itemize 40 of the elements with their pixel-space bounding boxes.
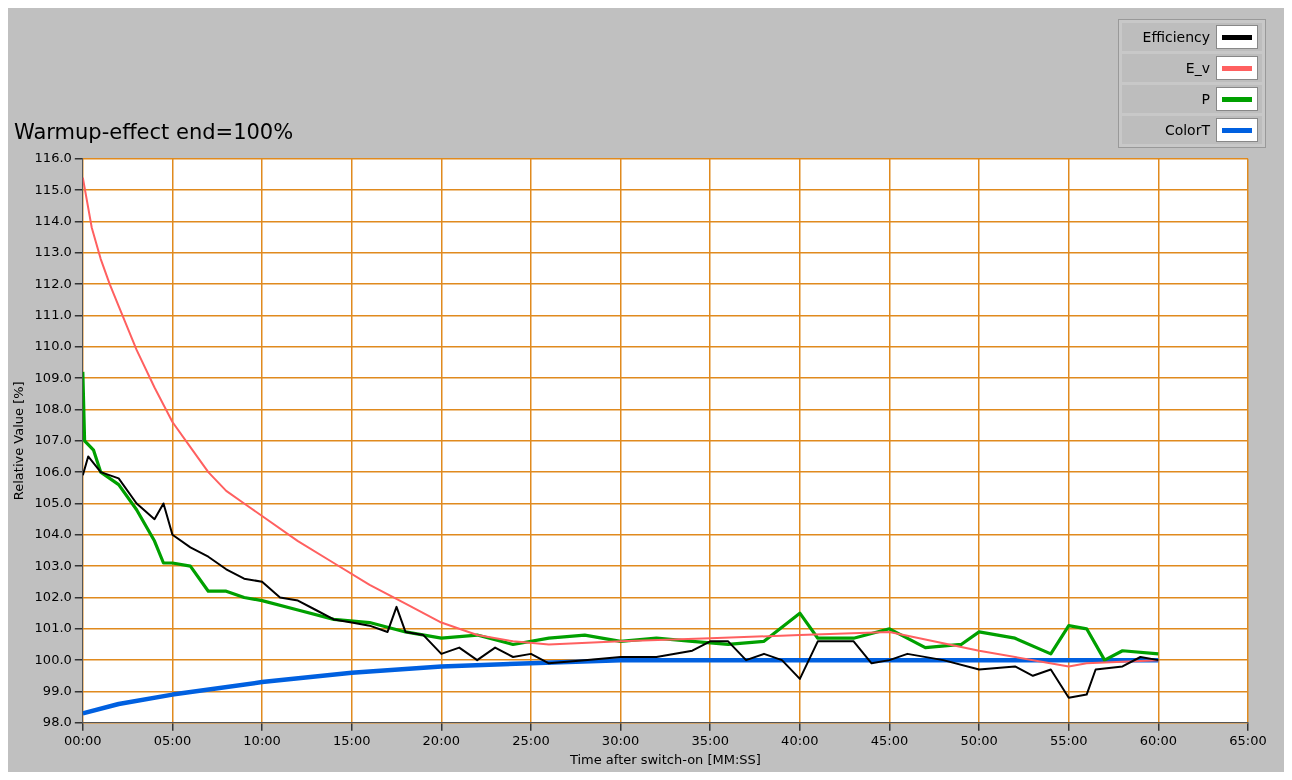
legend-label: P [1200,91,1210,107]
x-tick-label: 35:00 [691,732,729,748]
y-tick-label: 101.0 [34,620,72,636]
x-tick-label: 25:00 [512,732,550,748]
y-tick-label: 105.0 [34,494,72,510]
x-tick-label: 45:00 [870,732,909,748]
y-tick-label: 102.0 [34,588,72,604]
x-tick-label: 30:00 [601,732,640,748]
y-tick-label: 109.0 [34,369,72,385]
x-axis-title: Time after switch-on [MM:SS] [568,751,761,767]
x-tick-label: 15:00 [332,732,371,748]
y-tick-label: 99.0 [42,682,72,698]
legend-label: E_v [1184,60,1210,76]
y-tick-label: 111.0 [34,306,72,322]
y-axis-title: Relative Value [%] [11,381,27,501]
y-tick-label: 108.0 [34,400,72,416]
x-tick-label: 60:00 [1139,732,1178,748]
y-tick-label: 112.0 [34,275,72,291]
chart-title: Warmup-effect end=100% [14,120,294,146]
legend-label: Efficiency [1141,29,1210,45]
y-tick-label: 107.0 [34,432,72,448]
y-tick-label: 110.0 [34,338,72,354]
x-tick-label: 05:00 [153,732,192,748]
x-tick-label: 10:00 [243,732,281,748]
y-tick-label: 103.0 [34,557,72,573]
legend-label: ColorT [1163,122,1210,138]
x-tick-label: 50:00 [960,732,998,748]
x-tick-label: 20:00 [422,732,461,748]
y-tick-label: 114.0 [34,212,72,228]
y-tick-label: 113.0 [34,244,72,260]
y-tick-label: 104.0 [34,526,72,542]
y-tick-label: 98.0 [42,714,72,730]
y-tick-label: 100.0 [34,651,72,667]
x-tick-label: 00:00 [64,732,102,748]
x-tick-label: 65:00 [1229,732,1267,748]
y-tick-label: 106.0 [34,463,72,479]
x-tick-label: 40:00 [781,732,819,748]
y-tick-label: 116.0 [34,150,72,166]
x-tick-label: 55:00 [1050,732,1088,748]
y-tick-label: 115.0 [34,181,72,197]
